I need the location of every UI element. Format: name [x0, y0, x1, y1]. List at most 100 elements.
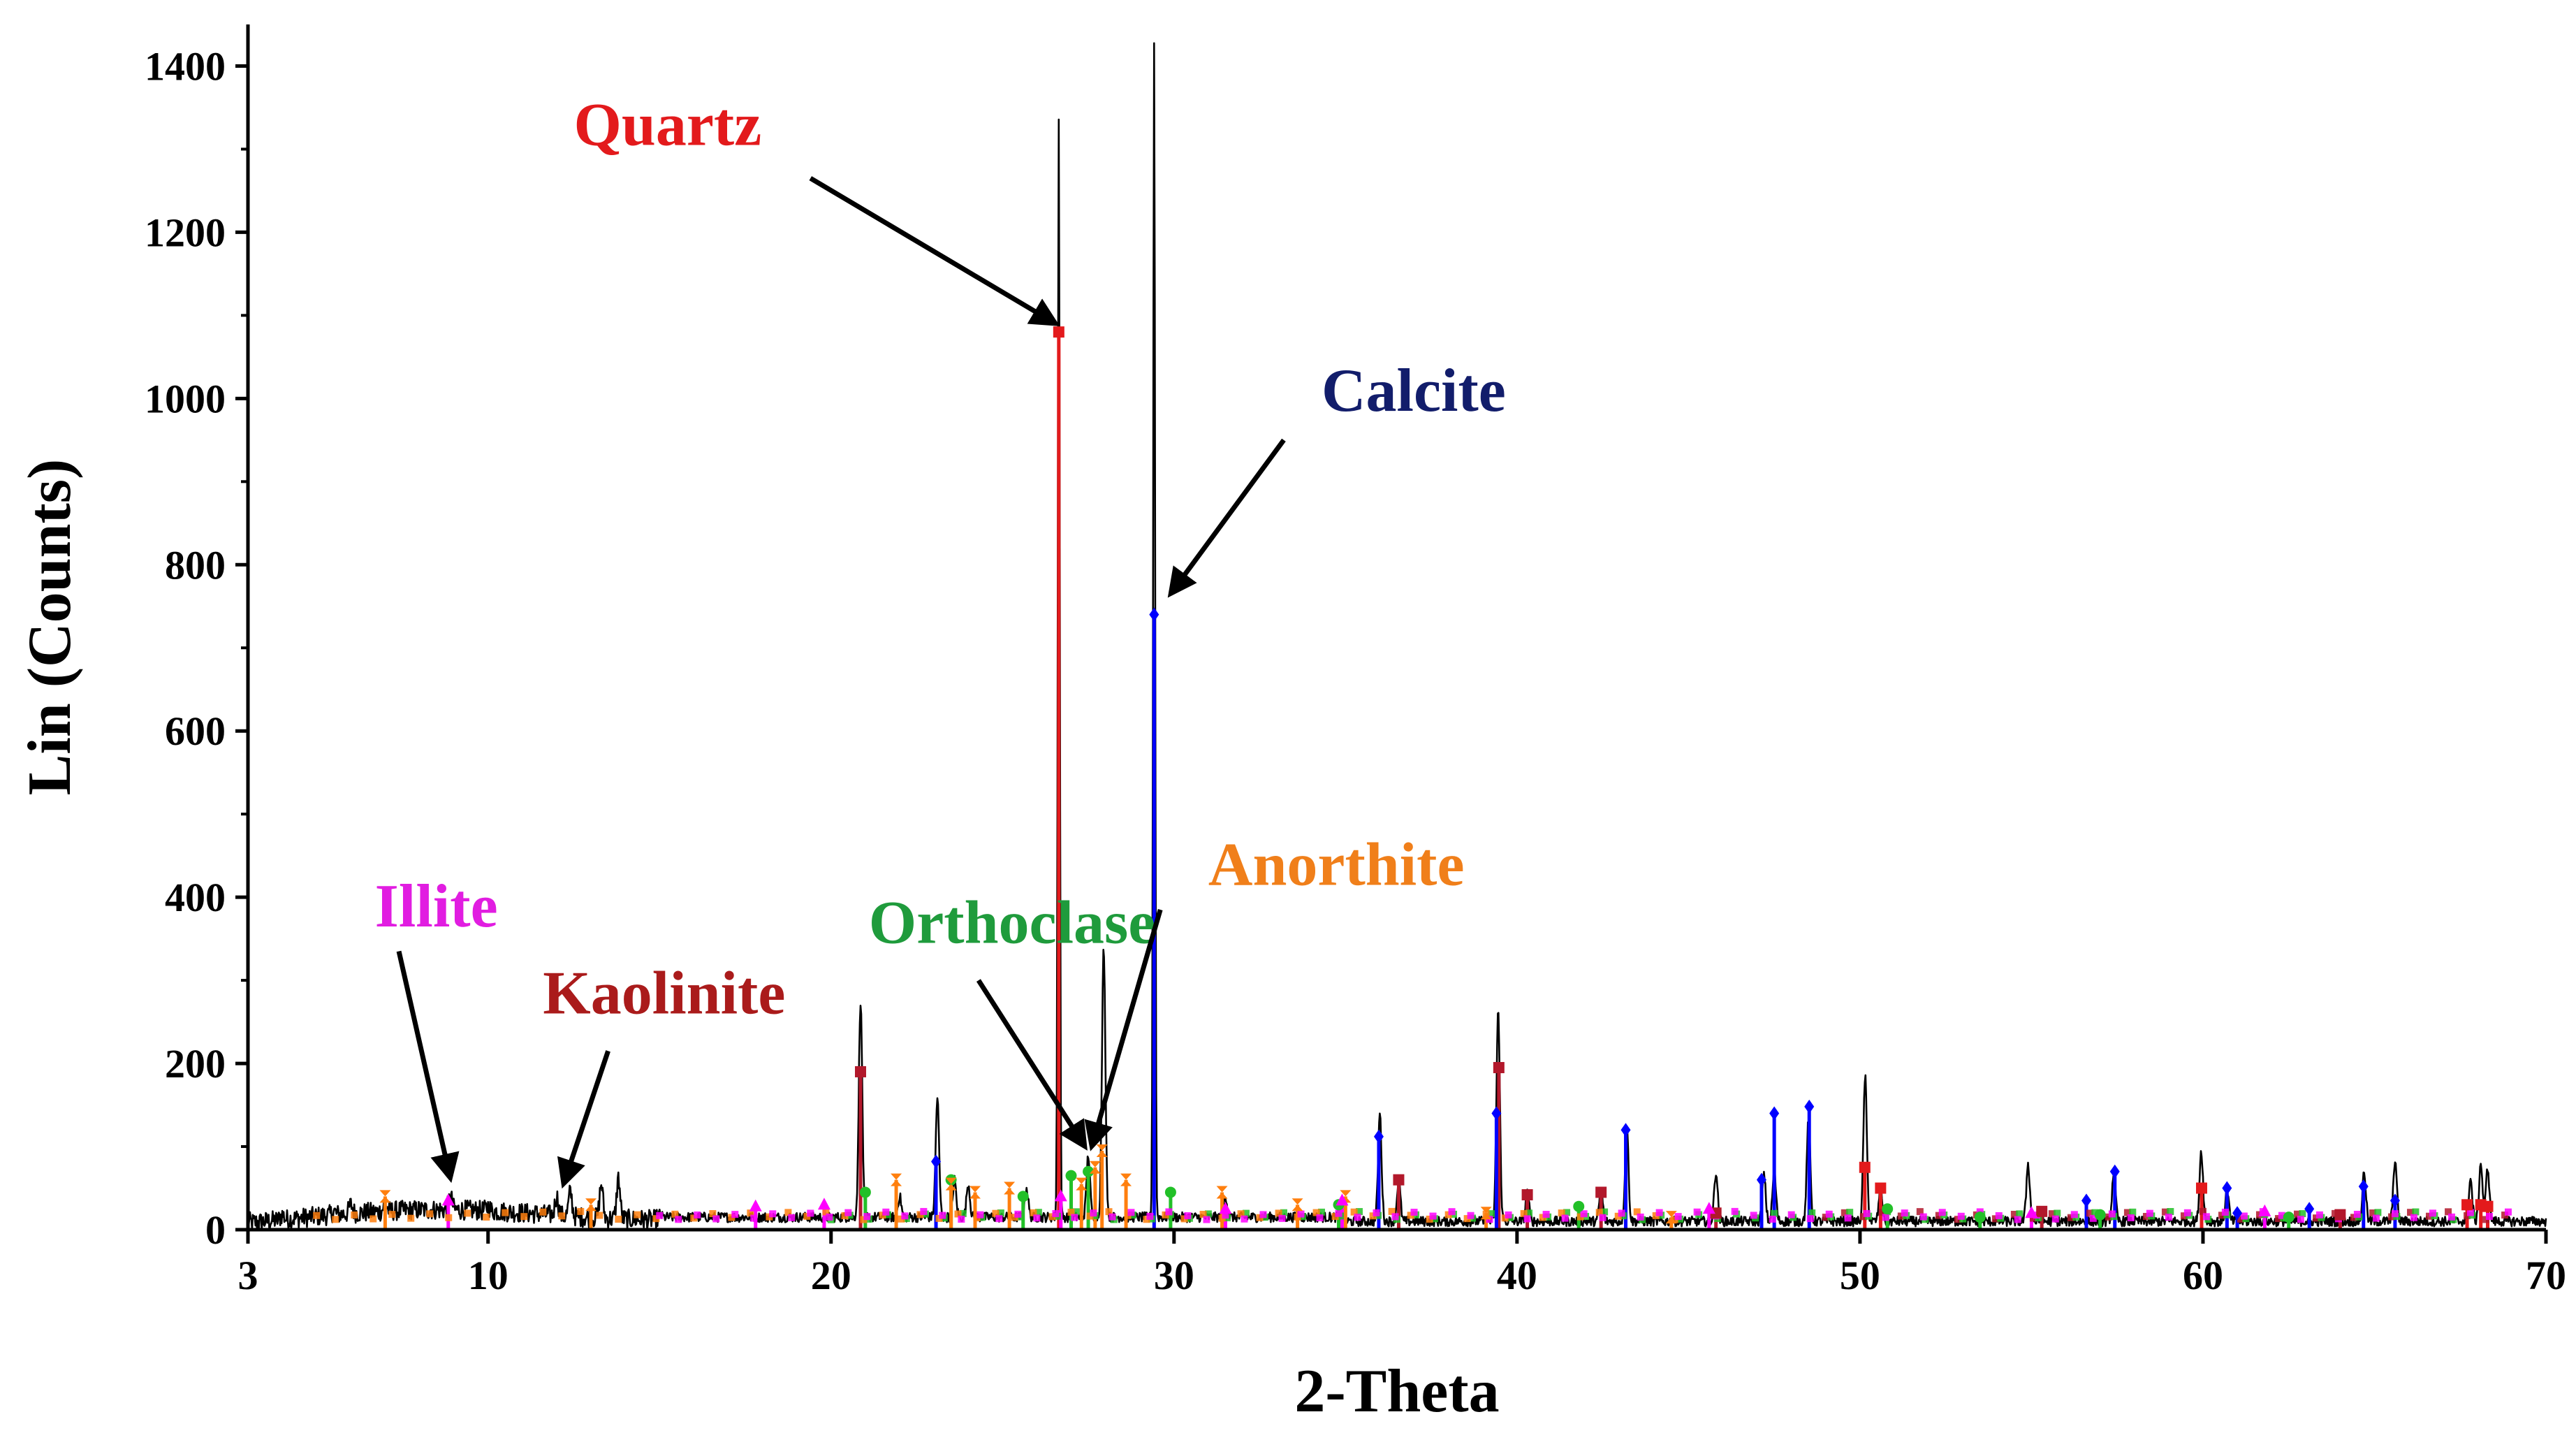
phase-baseline-marker: [2374, 1209, 2382, 1216]
phase-baseline-marker: [1995, 1212, 2003, 1219]
phase-baseline-marker: [1655, 1209, 1663, 1216]
quartz-marker: [2461, 1199, 2473, 1211]
calcite-marker: [2390, 1193, 2400, 1208]
illite-marker: [441, 1193, 455, 1206]
phase-markers: [313, 326, 2512, 1224]
quartz-label: Quartz: [573, 92, 761, 159]
phase-baseline-marker: [1787, 1211, 1795, 1219]
phase-baseline-marker: [634, 1211, 641, 1219]
quartz-marker: [2195, 1182, 2207, 1194]
phase-baseline-marker: [558, 1212, 566, 1220]
phase-baseline-marker: [2278, 1212, 2285, 1219]
phase-baseline-marker: [976, 1211, 984, 1219]
x-axis-title: 2-Theta: [1294, 1358, 1499, 1425]
phase-baseline-marker: [1237, 1210, 1245, 1218]
phase-baseline-marker: [747, 1209, 754, 1217]
illite-marker: [1335, 1193, 1349, 1206]
x-tick-label: 10: [468, 1253, 508, 1298]
phase-baseline-marker: [2466, 1209, 2474, 1216]
phase-baseline-marker: [1882, 1214, 1889, 1221]
x-tick-label: 20: [811, 1253, 851, 1298]
calcite-marker: [2358, 1179, 2369, 1194]
pattern-line: [247, 42, 2547, 1230]
phase-baseline-marker: [1750, 1212, 1757, 1219]
phase-baseline-marker: [958, 1216, 965, 1223]
phase-baseline-marker: [2429, 1209, 2436, 1217]
phase-baseline-marker: [863, 1213, 871, 1221]
phase-baseline-marker: [520, 1213, 528, 1221]
phase-baseline-marker: [483, 1213, 490, 1221]
anorthite-marker: [1089, 1161, 1101, 1174]
phase-baseline-marker: [1486, 1216, 1493, 1223]
kaolinite-marker: [1393, 1174, 1405, 1186]
phase-baseline-marker: [1067, 1209, 1075, 1216]
phase-baseline-marker: [1844, 1214, 1852, 1222]
phase-baseline-marker: [1901, 1209, 1908, 1217]
orthoclase-marker: [1065, 1170, 1077, 1181]
orthoclase-marker: [1017, 1191, 1029, 1202]
calcite-marker: [2304, 1202, 2315, 1216]
phase-baseline-marker: [1014, 1210, 1022, 1218]
phase-baseline-marker: [1601, 1208, 1609, 1216]
anorthite-marker: [1076, 1177, 1088, 1191]
phase-baseline-marker: [464, 1209, 471, 1217]
phase-baseline-marker: [2485, 1213, 2493, 1221]
phase-reference-sticks: [383, 332, 2490, 1230]
anorthite-marker: [1004, 1181, 1016, 1195]
phase-baseline-marker: [1618, 1209, 1625, 1217]
x-tick-label: 60: [2183, 1253, 2223, 1298]
phase-baseline-marker: [1242, 1209, 1250, 1217]
orthoclase-arrow: [976, 979, 1088, 1151]
kaolinite-marker: [1521, 1189, 1533, 1201]
phase-annotations: Quartz Calcite Illite Kaolinite Orthoclase An…: [375, 92, 1506, 1189]
y-tick-label: 400: [165, 875, 226, 920]
phase-baseline-marker: [1355, 1208, 1363, 1216]
phase-baseline-marker: [1429, 1212, 1437, 1220]
phase-baseline-marker: [1633, 1208, 1641, 1216]
phase-baseline-marker: [1731, 1207, 1739, 1215]
phase-baseline-marker: [388, 1211, 396, 1219]
calcite-marker: [1620, 1123, 1631, 1137]
phase-baseline-marker: [1580, 1210, 1588, 1218]
phase-baseline-marker: [1505, 1211, 1512, 1219]
phase-baseline-marker: [2407, 1209, 2415, 1216]
phase-baseline-marker: [1595, 1209, 1603, 1216]
illite-marker: [749, 1199, 762, 1212]
orthoclase-marker: [2283, 1212, 2295, 1223]
phase-baseline-marker: [709, 1209, 717, 1217]
phase-baseline-marker: [2504, 1208, 2512, 1216]
illite-marker: [1702, 1202, 1715, 1214]
phase-baseline-marker: [2161, 1208, 2169, 1216]
y-tick-label: 1400: [145, 43, 226, 89]
phase-baseline-marker: [1033, 1214, 1041, 1222]
phase-baseline-marker: [596, 1212, 603, 1219]
phase-baseline-marker: [2070, 1211, 2078, 1219]
calcite-marker: [1149, 607, 1159, 622]
calcite-marker: [2232, 1206, 2243, 1221]
phase-baseline-marker: [2315, 1211, 2323, 1219]
phase-baseline-marker: [995, 1215, 1003, 1223]
phase-baseline-marker: [807, 1209, 814, 1217]
phase-baseline-marker: [2372, 1214, 2380, 1222]
phase-baseline-marker: [826, 1213, 833, 1221]
kaolinite-label: Kaolinite: [543, 960, 785, 1028]
phase-baseline-marker: [1165, 1208, 1173, 1216]
phase-baseline-marker: [2048, 1210, 2056, 1218]
kaolinite-marker: [1595, 1186, 1607, 1198]
phase-baseline-marker: [939, 1212, 946, 1219]
phase-baseline-marker: [2369, 1209, 2377, 1217]
phase-baseline-marker: [882, 1208, 890, 1216]
calcite-marker: [1373, 1129, 1384, 1144]
anorthite-label: Anorthite: [1208, 831, 1465, 899]
phase-baseline-marker: [2240, 1212, 2248, 1220]
quartz-marker: [1859, 1161, 1871, 1173]
phase-baseline-marker: [1034, 1209, 1042, 1216]
phase-baseline-marker: [1090, 1209, 1097, 1217]
phase-baseline-marker: [1599, 1214, 1607, 1221]
phase-baseline-marker: [1769, 1215, 1776, 1223]
phase-baseline-marker: [1488, 1210, 1495, 1218]
axes: [246, 24, 2546, 1232]
phase-baseline-marker: [822, 1208, 830, 1216]
phase-baseline-marker: [1030, 1209, 1037, 1216]
phase-baseline-marker: [1052, 1209, 1060, 1217]
